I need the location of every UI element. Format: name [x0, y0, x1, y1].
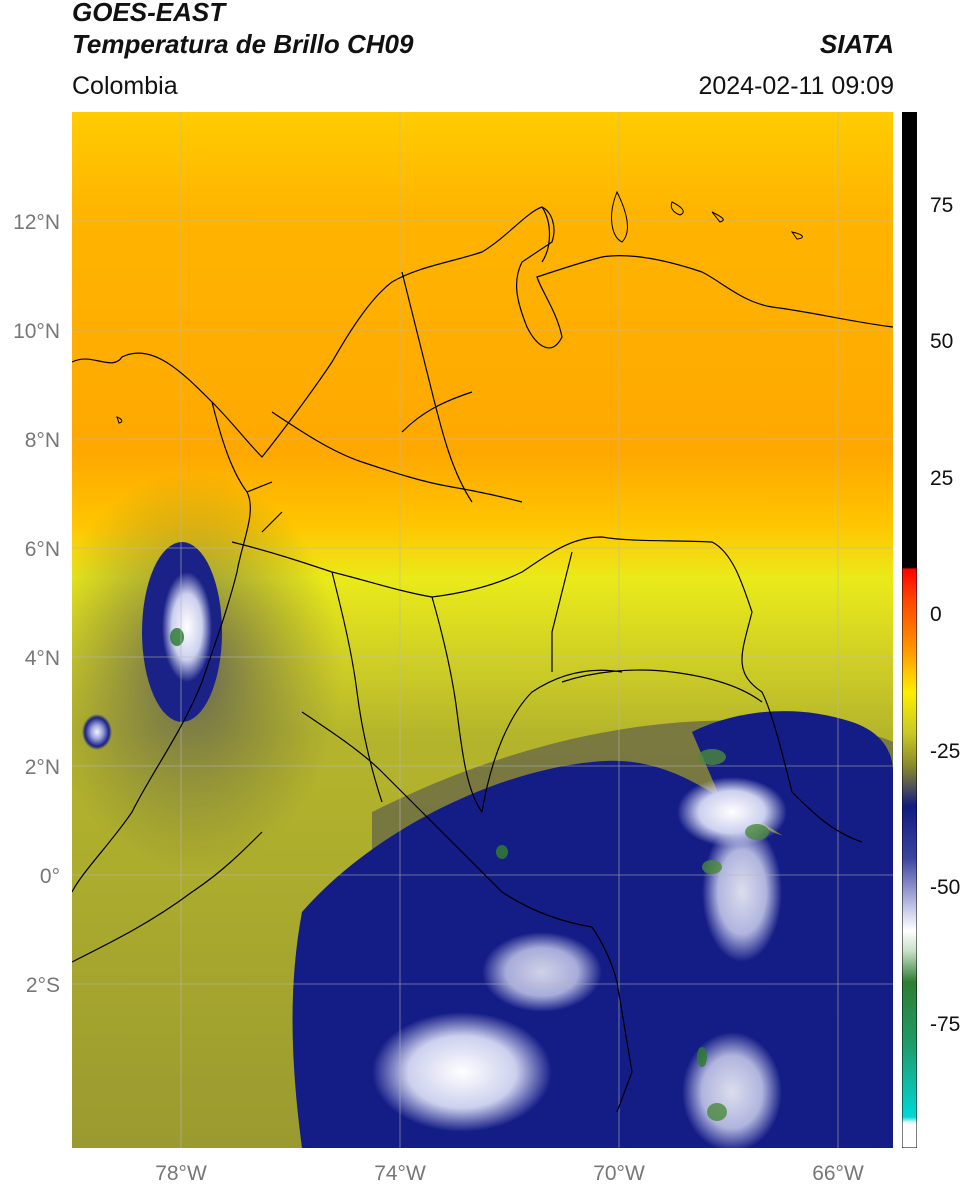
- colorbar-tick-75: 75: [930, 194, 954, 217]
- title: GOES-EAST: [72, 0, 226, 27]
- lat-label-10n: 10°N: [13, 320, 60, 343]
- brand-label: SIATA: [819, 29, 894, 59]
- satellite-map: [72, 112, 893, 1148]
- lat-label-12n: 12°N: [13, 211, 60, 234]
- lon-label-66w: 66°W: [812, 1162, 864, 1185]
- lat-label-8n: 8°N: [24, 429, 60, 452]
- colorbar: [902, 112, 917, 1148]
- colorbar-tick-25: 25: [930, 467, 954, 490]
- lon-label-70w: 70°W: [593, 1162, 645, 1185]
- lat-label-0: 0°: [39, 865, 60, 888]
- colorbar-tick-0: 0: [930, 603, 942, 626]
- lat-label-2s: 2°S: [25, 974, 60, 997]
- lon-label-78w: 78°W: [155, 1162, 207, 1185]
- lat-label-2n: 2°N: [24, 756, 60, 779]
- lat-label-6n: 6°N: [24, 538, 60, 561]
- colorbar-tick-neg75: -75: [930, 1013, 961, 1036]
- colorbar-tick-neg50: -50: [930, 876, 961, 899]
- timestamp-label: 2024-02-11 09:09: [698, 72, 894, 100]
- lat-label-4n: 4°N: [24, 647, 60, 670]
- lon-label-74w: 74°W: [374, 1162, 426, 1185]
- subtitle: Temperatura de Brillo CH09: [72, 29, 414, 59]
- colorbar-tick-50: 50: [930, 330, 954, 353]
- colorbar-tick-neg25: -25: [930, 740, 961, 763]
- region-label: Colombia: [72, 72, 178, 100]
